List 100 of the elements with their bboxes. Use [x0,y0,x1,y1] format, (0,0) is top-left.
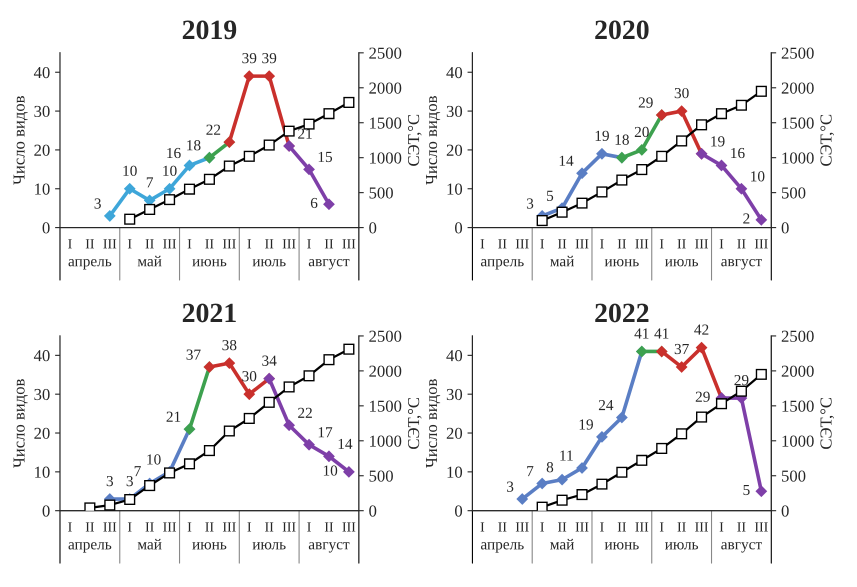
x-tick-label: II [678,239,686,248]
text: июнь [192,542,226,550]
point [244,412,255,424]
text: апрель [480,259,524,270]
point [556,494,568,506]
data-label: 19 [596,130,609,141]
point [736,183,748,194]
x-tick-label: III [516,239,529,248]
text: июнь [192,259,226,266]
data-label: 14 [560,156,574,166]
point [84,502,96,511]
point [244,388,255,400]
x-tick-label: I [68,522,72,532]
data-label: 39 [262,53,276,64]
point [656,442,668,454]
y2-tick-label: 0 [369,222,376,234]
data-label: 34 [262,356,277,366]
x-tick-label: II [498,239,506,248]
data-label: 42 [694,324,708,335]
x-tick-label: III [635,239,648,248]
x-tick-label: III [222,239,236,248]
x-tick-label: III [754,522,768,532]
point [596,186,608,198]
point [696,342,708,354]
data-label: 17 [318,427,332,438]
data-label: 29 [638,97,653,108]
y-tick-label: 30 [34,106,50,118]
x-tick-label: III [635,522,648,532]
y2-tick-label: 1000 [782,152,814,164]
x-tick-label: II [324,522,334,532]
x-tick-label: I [540,522,544,532]
data-label: 2 [743,213,750,224]
y-tick-label: 0 [455,222,462,234]
y-tick-label: 20 [446,428,462,439]
y2-tick-label: 2000 [782,366,814,377]
data-label: 19 [580,419,593,430]
data-label: 10 [163,166,177,176]
point [104,210,116,222]
chart-title: 2022 [595,304,648,322]
point [716,398,728,410]
x-tick-label: I [660,239,664,248]
point [636,144,648,156]
x-tick-label: I [128,239,132,248]
point [164,183,176,194]
text: июнь [604,259,639,266]
point [536,215,548,226]
point [536,478,548,490]
y2-tick-label: 500 [370,470,393,482]
chart-title: 2021 [182,304,236,322]
y2-tick-label: 1000 [782,435,814,447]
data-label: 20 [634,126,649,138]
x-tick-label: I [128,522,132,532]
point [224,160,235,172]
point [596,148,608,160]
data-label: 11 [560,450,573,461]
point [264,70,275,82]
data-label: 29 [696,392,710,402]
point [184,184,196,195]
point [676,361,688,373]
y2-tick-label: 2500 [369,330,402,342]
x-tick-label: II [558,239,566,248]
data-label: 3 [94,198,101,209]
data-label: 41 [634,328,649,338]
point [576,168,588,179]
point [124,214,136,225]
text: август [308,542,350,553]
point [144,204,156,215]
text: апрель [68,259,112,270]
x-tick-label: III [576,239,588,248]
data-label: 10 [123,166,137,176]
y2-tick-label: 2000 [369,366,402,377]
point [556,206,568,218]
y-tick-label: 30 [446,106,462,118]
y2-tick-label: 500 [782,470,806,482]
y-tick-label: 20 [34,144,50,156]
y-axis-title: Число видов [426,379,440,468]
text: июль [252,259,286,266]
data-label: 7 [146,177,154,188]
data-label: 22 [206,124,220,135]
data-label: 10 [147,454,161,465]
x-tick-label: I [307,522,311,532]
x-tick-label: III [695,522,708,532]
data-label: 3 [106,476,114,486]
data-label: 5 [743,484,750,496]
text: август [721,258,762,270]
data-label: 21 [298,128,312,139]
y2-tick-label: 2500 [782,330,814,342]
data-label: 22 [298,408,312,418]
y-tick-label: 30 [446,388,462,400]
x-tick-label: I [188,522,192,532]
x-tick-label: I [600,522,604,532]
point [303,370,315,382]
point [224,425,235,437]
y2-axis-title: СЭТ,°С [408,114,422,166]
chart-title: 2019 [182,20,236,40]
x-tick-label: III [163,522,176,532]
x-tick-label: II [86,239,94,248]
text: июнь [604,542,639,550]
y-tick-label: 10 [448,466,462,478]
point [596,478,608,490]
